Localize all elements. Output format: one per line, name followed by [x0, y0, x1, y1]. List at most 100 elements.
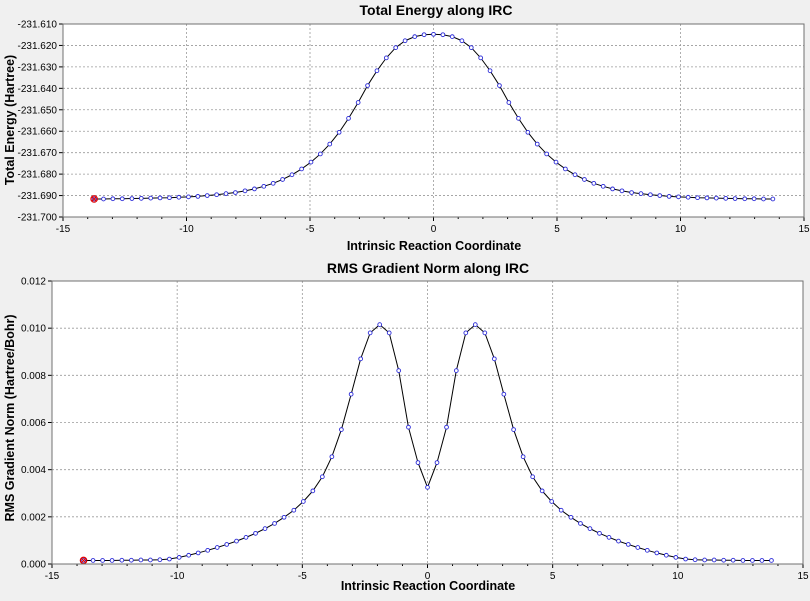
gradient-data-point	[520, 454, 526, 460]
gradient-data-point	[597, 530, 602, 536]
gradient-data-point	[157, 557, 163, 563]
gradient-data-point	[396, 368, 402, 373]
energy-data-point	[119, 196, 125, 202]
gradient-data-point	[683, 556, 688, 562]
energy-data-point	[742, 196, 748, 202]
gradient-data-point	[472, 322, 478, 327]
gradient-data-point	[444, 424, 449, 430]
energy-current-point-cross	[91, 196, 97, 202]
energy-data-point	[704, 195, 710, 201]
gradient-data-point	[214, 545, 220, 550]
energy-data-point	[582, 177, 587, 182]
gradient-data-point	[673, 555, 679, 560]
gradient-y-axis-title: RMS Gradient Norm (Hartree/Bohr)	[3, 315, 17, 522]
energy-data-point	[299, 166, 304, 172]
energy-data-point	[770, 196, 776, 202]
gradient-data-point	[281, 514, 287, 520]
energy-data-point	[157, 195, 163, 201]
energy-y-tick-label: -231.640	[18, 84, 58, 95]
energy-data-point	[525, 129, 531, 135]
gradient-current-point-cross	[81, 558, 86, 563]
gradient-data-point	[759, 558, 765, 563]
energy-data-point	[176, 194, 182, 200]
energy-y-tick-label: -231.610	[18, 20, 58, 31]
energy-data-point	[695, 195, 700, 201]
energy-data-point	[148, 195, 154, 201]
gradient-data-point	[234, 538, 239, 544]
energy-y-axis-title: Total Energy (Hartree)	[3, 55, 17, 185]
energy-data-point	[563, 166, 568, 172]
gradient-data-point	[568, 514, 574, 520]
energy-data-point	[431, 31, 436, 37]
energy-data-point	[553, 159, 559, 165]
gradient-data-point	[511, 427, 516, 432]
energy-data-point	[487, 68, 493, 74]
energy-y-tick-label: -231.670	[18, 148, 58, 159]
energy-y-tick-label: -231.630	[18, 62, 58, 73]
gradient-data-point	[100, 558, 105, 563]
energy-data-point	[497, 83, 502, 88]
energy-plot-frame	[62, 23, 805, 218]
gradient-data-point	[320, 474, 325, 480]
gradient-data-point	[692, 557, 698, 563]
gradient-data-point	[367, 330, 373, 336]
gradient-data-point	[711, 557, 717, 563]
energy-data-point	[648, 192, 653, 198]
gradient-data-point	[138, 557, 144, 563]
energy-data-point	[110, 196, 116, 202]
energy-data-point	[138, 195, 144, 201]
gradient-y-tick-label: 0.006	[21, 418, 46, 429]
gradient-data-point	[243, 534, 249, 540]
energy-data-point	[723, 195, 729, 201]
gradient-data-point	[90, 558, 96, 563]
gradient-y-tick-label: 0.010	[21, 324, 46, 335]
gradient-data-point	[415, 460, 421, 465]
gradient-y-tick-label: 0.004	[21, 465, 46, 476]
energy-y-tick-label: -231.660	[18, 127, 58, 138]
gradient-data-point	[482, 330, 488, 336]
gradient-data-point	[300, 499, 306, 504]
energy-data-point	[440, 32, 446, 38]
energy-data-point	[233, 190, 238, 195]
gradient-data-point	[195, 550, 201, 556]
gradient-data-point	[501, 391, 507, 397]
gradient-data-point	[549, 499, 555, 504]
gradient-y-tick-label: 0.008	[21, 371, 46, 382]
energy-data-point	[629, 190, 634, 195]
gradient-data-point	[702, 557, 707, 563]
energy-data-point	[459, 38, 465, 44]
energy-data-point	[666, 194, 672, 199]
gradient-data-point	[654, 550, 660, 556]
gradient-data-point	[539, 488, 545, 494]
gradient-data-point	[578, 521, 583, 526]
gradient-data-point	[434, 460, 440, 465]
energy-x-tick-label: 15	[798, 224, 810, 235]
gradient-data-point	[358, 356, 364, 362]
energy-data-point	[506, 100, 512, 105]
energy-chart: Total Energy along IRC -15 -10 -5 0 5 10 15 -23…	[3, 2, 810, 253]
gradient-data-point	[491, 356, 497, 362]
gradient-data-point	[530, 474, 535, 480]
gradient-data-point	[119, 557, 125, 563]
energy-y-tick-label: -231.700	[18, 213, 58, 224]
energy-data-point	[186, 194, 191, 200]
gradient-data-point	[721, 557, 726, 563]
energy-chart-title: Total Energy along IRC	[360, 2, 513, 18]
energy-data-point	[261, 183, 267, 189]
gradient-x-tick-label: 10	[672, 571, 684, 582]
gradient-data-point	[663, 552, 669, 558]
energy-data-point	[195, 194, 201, 199]
energy-x-tick-label: 0	[431, 224, 437, 235]
gradient-data-point	[109, 558, 115, 563]
gradient-data-point	[635, 545, 641, 550]
gradient-data-point	[205, 547, 211, 553]
energy-data-point	[383, 55, 389, 61]
gradient-data-point	[310, 488, 316, 494]
gradient-x-tick-label: 15	[797, 571, 809, 582]
gradient-data-point	[339, 427, 344, 432]
gradient-x-axis-title: Intrinsic Reaction Coordinate	[341, 579, 515, 593]
energy-data-point	[242, 188, 248, 194]
energy-data-point	[374, 68, 380, 74]
